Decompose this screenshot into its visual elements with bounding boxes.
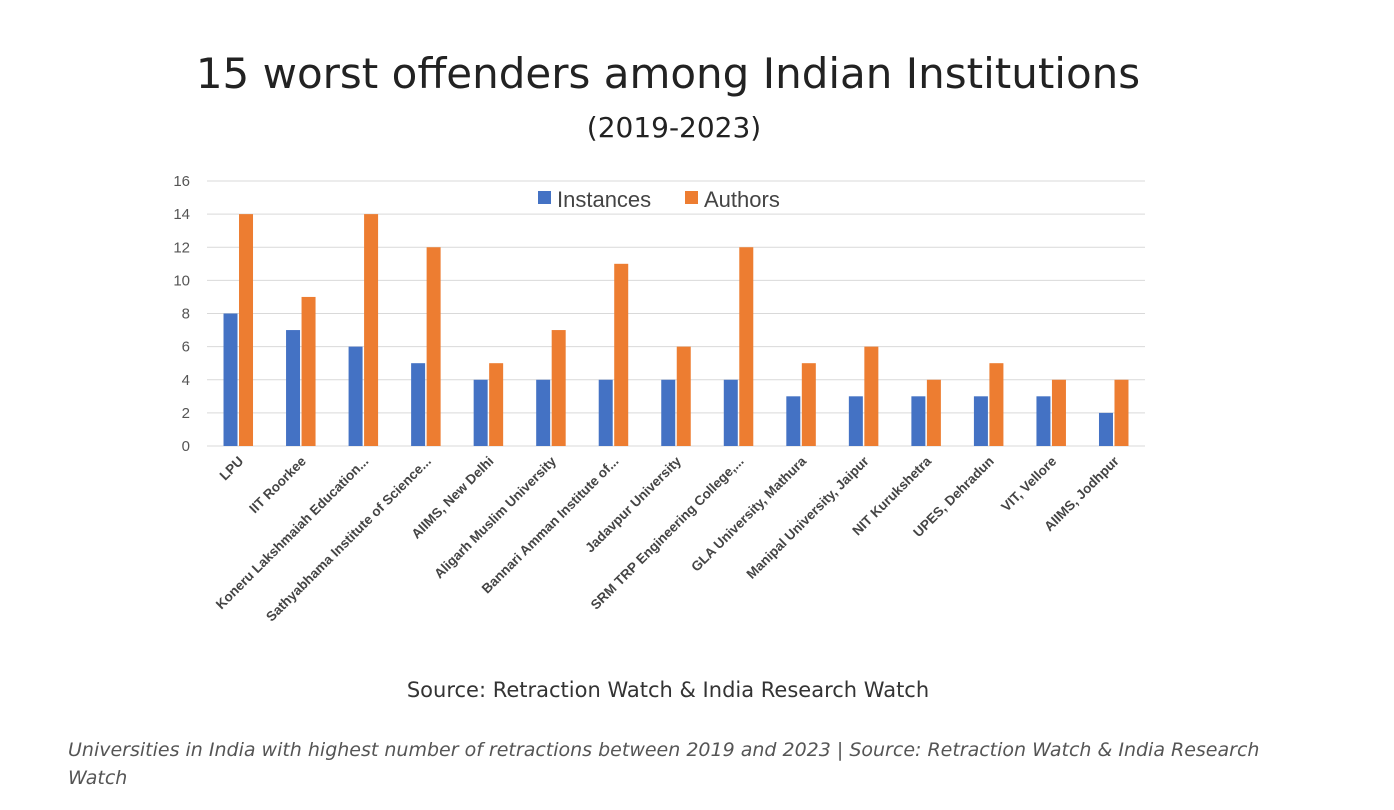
bar-instances: [848, 396, 863, 446]
legend-label-instances: Instances: [557, 187, 651, 212]
bar-authors: [426, 247, 441, 446]
legend-swatch-authors: [685, 191, 698, 204]
bar-instances: [286, 330, 301, 446]
x-tick-label: IIT Roorkee: [246, 453, 309, 516]
bar-instances: [911, 396, 926, 446]
bar-instances: [786, 396, 801, 446]
bar-authors: [989, 363, 1004, 446]
bar-authors: [739, 247, 754, 446]
legend-label-authors: Authors: [704, 187, 780, 212]
x-tick-label: VIT, Vellore: [998, 453, 1059, 514]
bar-instances: [723, 379, 738, 446]
bar-instances: [661, 379, 676, 446]
y-tick-label: 12: [173, 239, 190, 256]
bar-instances: [348, 346, 363, 446]
chart-subtitle: (2019-2023): [587, 111, 761, 144]
y-tick-label: 10: [173, 272, 190, 289]
x-tick-label: Bannari Amman Institute of...: [479, 454, 622, 597]
bar-instances: [598, 379, 613, 446]
legend: Instances Authors: [538, 187, 780, 212]
x-tick-label: LPU: [217, 454, 247, 484]
bar-instances: [411, 363, 426, 446]
bar-instances: [473, 379, 488, 446]
bar-authors: [676, 346, 691, 446]
grid-layer: [207, 180, 1145, 447]
x-tick-label: Manipal University, Jaipur: [744, 453, 873, 582]
bar-authors: [864, 346, 879, 446]
chart-title: 15 worst offenders among Indian Institut…: [196, 49, 1140, 98]
y-tick-label: 0: [182, 438, 190, 455]
bar-instances: [1098, 412, 1113, 446]
bar-authors: [1051, 379, 1066, 446]
bar-authors: [301, 296, 316, 446]
figure-caption: Universities in India with highest numbe…: [68, 739, 1260, 789]
bar-authors: [801, 363, 816, 446]
bar-instances: [536, 379, 551, 446]
bar-instances: [223, 313, 238, 446]
x-tick-label: Aligarh Muslim University: [431, 453, 559, 581]
bar-authors: [1114, 379, 1129, 446]
y-tick-label: 16: [173, 173, 190, 190]
bar-authors: [239, 214, 254, 446]
y-tick-label: 14: [173, 206, 190, 223]
y-tick-label: 2: [182, 405, 190, 422]
source-note: Source: Retraction Watch & India Researc…: [407, 678, 929, 702]
bar-authors: [489, 363, 504, 446]
bar-authors: [614, 263, 629, 446]
legend-swatch-instances: [538, 191, 551, 204]
x-tick-label: GLA University, Mathura: [688, 453, 809, 574]
y-tick-label: 8: [182, 306, 190, 323]
bar-authors: [364, 214, 379, 446]
bars: [223, 214, 1129, 446]
bar-instances: [973, 396, 988, 446]
y-axis: 0 2 4 6 8 10 12 14 16: [173, 173, 190, 455]
bar-instances: [1036, 396, 1051, 446]
bar-authors: [551, 330, 566, 446]
y-tick-label: 6: [182, 339, 190, 356]
chart-figure: 15 worst offenders among Indian Institut…: [173, 49, 1145, 702]
y-tick-label: 4: [182, 372, 190, 389]
bar-authors: [926, 379, 941, 446]
